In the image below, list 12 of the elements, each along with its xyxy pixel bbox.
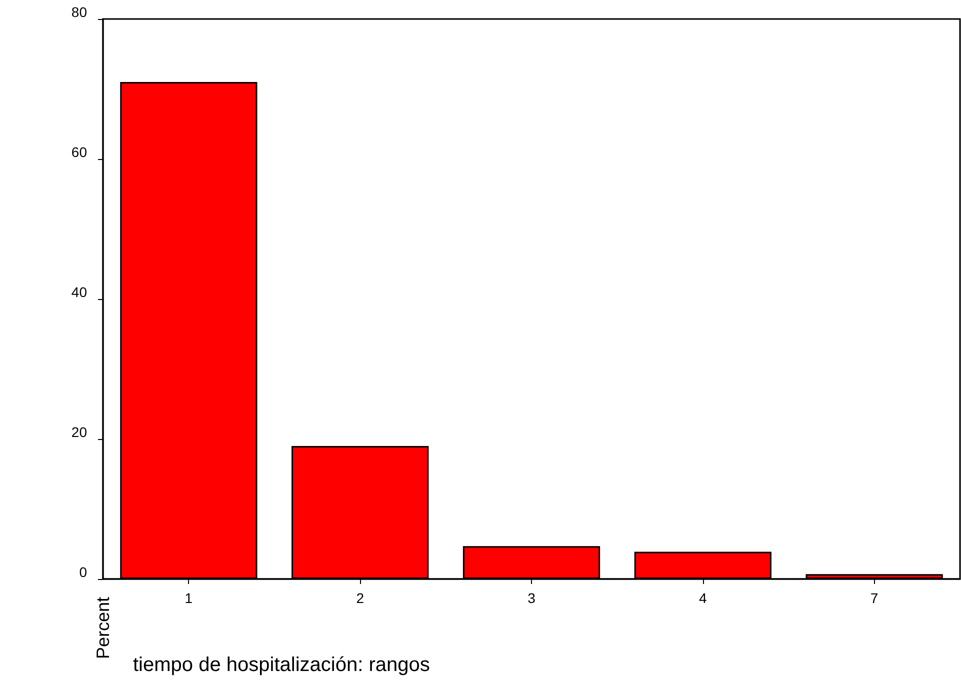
y-tick-label: 20 <box>71 424 88 440</box>
y-tick-label: 40 <box>71 284 88 300</box>
y-axis-title: Percent <box>93 596 113 659</box>
x-tick-label: 3 <box>528 590 536 606</box>
y-tick-label: 60 <box>71 144 88 160</box>
x-tick-label: 2 <box>356 590 364 606</box>
x-tick-label: 4 <box>699 590 707 606</box>
x-tick-label: 1 <box>184 590 193 606</box>
x-axis-title: tiempo de hospitalización: rangos <box>133 654 430 676</box>
y-tick-label: 80 <box>71 4 88 20</box>
y-tick-label: 0 <box>79 564 88 580</box>
x-tick-label: 7 <box>870 590 878 606</box>
